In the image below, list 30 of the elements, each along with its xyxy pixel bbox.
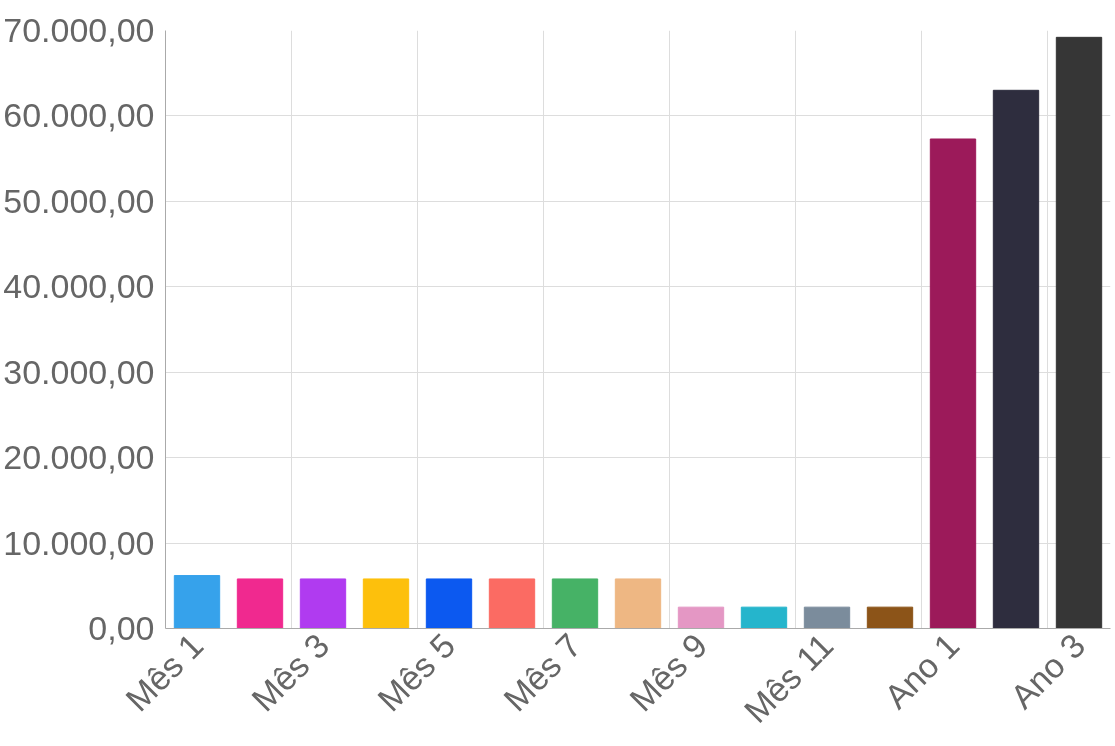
bar [551, 578, 599, 629]
bar [992, 89, 1040, 629]
y-tick-label: 30.000,00 [3, 352, 155, 391]
y-tick-label: 10.000,00 [3, 523, 155, 562]
y-tick-label: 60.000,00 [3, 96, 155, 135]
bar [803, 606, 851, 629]
bar [362, 578, 410, 629]
y-tick-label: 50.000,00 [3, 181, 155, 220]
x-tick-label: Mês 9 [622, 626, 715, 719]
bar [236, 578, 284, 629]
x-tick-label: Mês 5 [370, 626, 463, 719]
y-tick-label: 20.000,00 [3, 438, 155, 477]
bar [173, 575, 221, 629]
x-tick-label: Mês 7 [496, 626, 589, 719]
bar [425, 578, 473, 629]
bar [299, 578, 347, 629]
x-tick-label: Ano 1 [876, 626, 967, 716]
bar [677, 606, 725, 629]
bar [740, 606, 788, 629]
x-tick-label: Mês 11 [736, 626, 841, 730]
bar [866, 606, 914, 629]
bar [488, 578, 536, 629]
y-tick-label: 40.000,00 [3, 267, 155, 306]
x-tick-label: Ano 3 [1002, 626, 1093, 716]
bar [929, 138, 977, 629]
x-tick-label: Mês 3 [244, 626, 337, 719]
y-tick-label: 0,00 [88, 609, 155, 647]
bar [1055, 36, 1103, 629]
bar [614, 578, 662, 629]
y-tick-label: 70.000,00 [3, 11, 155, 49]
